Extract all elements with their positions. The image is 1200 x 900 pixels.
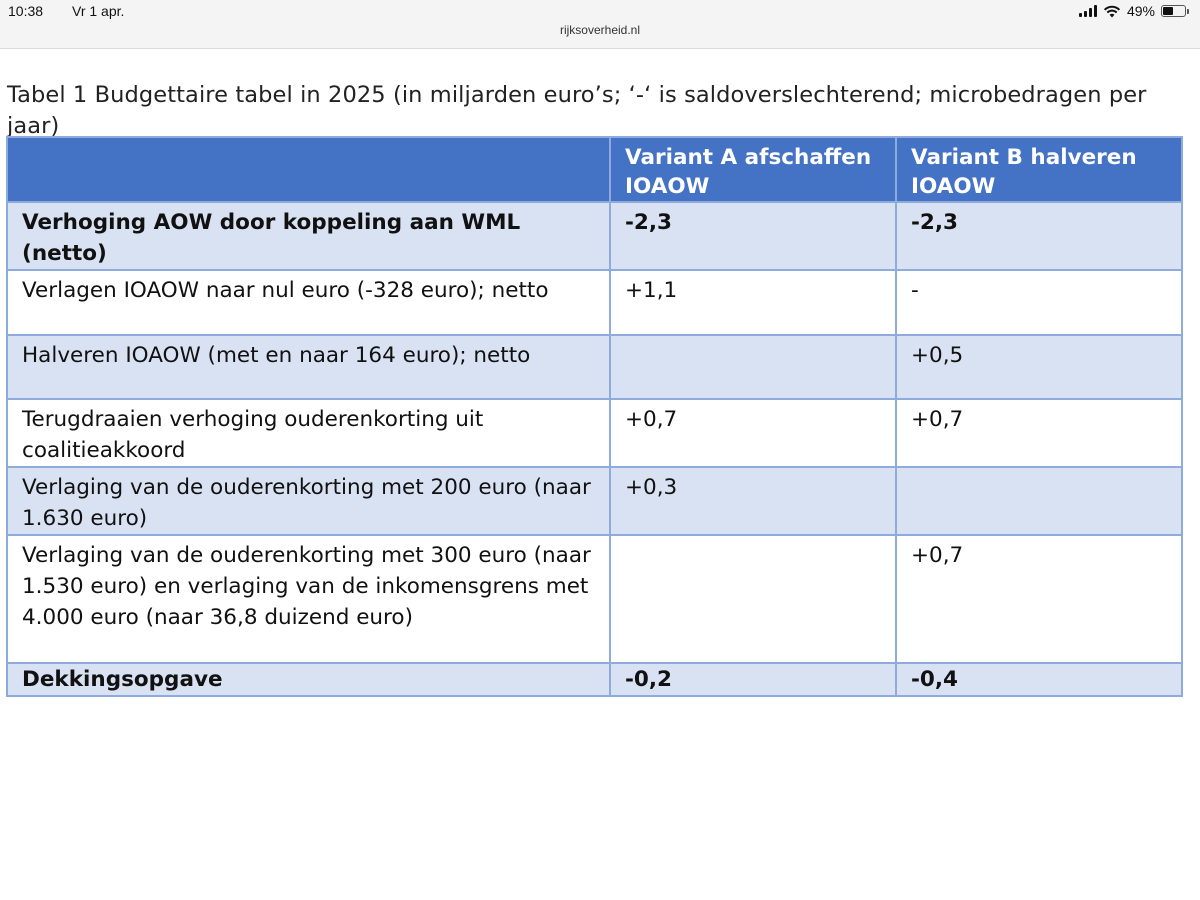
row-value-b: -0,4 bbox=[895, 662, 1183, 697]
header-label-cell bbox=[6, 136, 611, 203]
row-value-b: -2,3 bbox=[895, 201, 1183, 271]
row-value-a: +1,1 bbox=[609, 269, 897, 336]
cellular-signal-icon bbox=[1078, 5, 1097, 17]
row-value-a: +0,3 bbox=[609, 466, 897, 536]
table-row: Terugdraaien verhoging ouderenkorting ui… bbox=[6, 398, 1183, 468]
row-label: Dekkingsopgave bbox=[6, 662, 611, 697]
header-variant-b: Variant B halveren IOAOW bbox=[895, 136, 1183, 203]
table-row: Dekkingsopgave -0,2 -0,4 bbox=[6, 662, 1183, 697]
row-label: Verlagen IOAOW naar nul euro (-328 euro)… bbox=[6, 269, 611, 336]
row-value-a: +0,7 bbox=[609, 398, 897, 468]
table-header-row: Variant A afschaffen IOAOW Variant B hal… bbox=[6, 136, 1183, 203]
table-row: Verlaging van de ouderenkorting met 200 … bbox=[6, 466, 1183, 536]
row-value-a: -0,2 bbox=[609, 662, 897, 697]
row-label: Verlaging van de ouderenkorting met 200 … bbox=[6, 466, 611, 536]
table-caption: Tabel 1 Budgettaire tabel in 2025 (in mi… bbox=[7, 82, 1147, 139]
battery-percent: 49% bbox=[1126, 3, 1155, 19]
row-label: Halveren IOAOW (met en naar 164 euro); n… bbox=[6, 334, 611, 400]
row-label: Verhoging AOW door koppeling aan WML (ne… bbox=[6, 201, 611, 271]
table-row: Halveren IOAOW (met en naar 164 euro); n… bbox=[6, 334, 1183, 400]
table-row: Verhoging AOW door koppeling aan WML (ne… bbox=[6, 201, 1183, 271]
table-row: Verlaging van de ouderenkorting met 300 … bbox=[6, 534, 1183, 664]
battery-fill bbox=[1163, 7, 1173, 15]
row-value-a: -2,3 bbox=[609, 201, 897, 271]
row-value-b bbox=[895, 466, 1183, 536]
row-label: Terugdraaien verhoging ouderenkorting ui… bbox=[6, 398, 611, 468]
row-value-b: +0,7 bbox=[895, 534, 1183, 664]
row-value-b: +0,7 bbox=[895, 398, 1183, 468]
table-row: Verlagen IOAOW naar nul euro (-328 euro)… bbox=[6, 269, 1183, 336]
address-url[interactable]: rijksoverheid.nl bbox=[559, 23, 641, 37]
header-variant-a: Variant A afschaffen IOAOW bbox=[609, 136, 897, 203]
row-label: Verlaging van de ouderenkorting met 300 … bbox=[6, 534, 611, 664]
battery-icon bbox=[1161, 5, 1189, 17]
status-time: 10:38 bbox=[8, 3, 44, 19]
row-value-a bbox=[609, 334, 897, 400]
row-value-a bbox=[609, 534, 897, 664]
row-value-b: +0,5 bbox=[895, 334, 1183, 400]
wifi-icon bbox=[1103, 5, 1121, 17]
status-indicators: 49% bbox=[1078, 3, 1189, 19]
budget-table: Variant A afschaffen IOAOW Variant B hal… bbox=[6, 136, 1183, 697]
status-date: Vr 1 apr. bbox=[72, 3, 125, 19]
row-value-b: - bbox=[895, 269, 1183, 336]
status-bar: 10:38 Vr 1 apr. 49% rijksoverheid.nl bbox=[0, 0, 1200, 49]
